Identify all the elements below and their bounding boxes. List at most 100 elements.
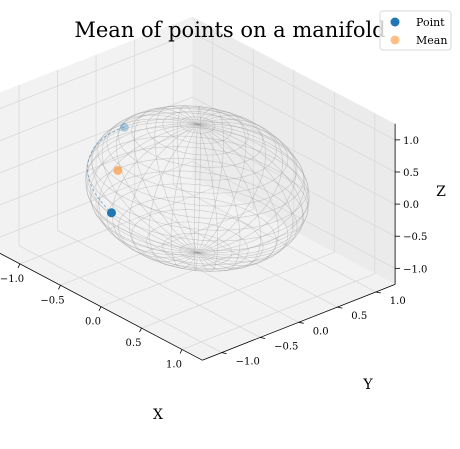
sphere-latitude bbox=[106, 183, 289, 270]
z-tick-label: 1.0 bbox=[403, 136, 419, 147]
y-tick-label: −1.0 bbox=[236, 357, 260, 368]
z-tick-label: 0.5 bbox=[403, 168, 419, 179]
mean-marker bbox=[113, 165, 123, 175]
legend-marker-mean bbox=[390, 35, 400, 45]
y-tick-label: 0.5 bbox=[351, 311, 367, 322]
sphere-latitude bbox=[131, 209, 264, 272]
tick-mark bbox=[221, 352, 227, 355]
sphere-meridian bbox=[197, 124, 309, 256]
grid-floor-y bbox=[95, 214, 299, 323]
grid-floor-x bbox=[141, 251, 335, 329]
sphere-meridian bbox=[197, 108, 225, 253]
sphere-meridian bbox=[197, 124, 310, 254]
legend-label-point: Point bbox=[416, 16, 445, 29]
legend-label-mean: Mean bbox=[416, 34, 447, 47]
sphere-meridian bbox=[197, 123, 306, 253]
grid-floor-x bbox=[181, 273, 375, 350]
sphere-meridian bbox=[197, 124, 279, 266]
sphere-meridian bbox=[197, 115, 266, 253]
y-tick-label: 1.0 bbox=[390, 296, 406, 307]
sphere-latitude bbox=[106, 107, 289, 194]
sphere-meridian bbox=[197, 111, 247, 253]
sphere-meridian bbox=[98, 124, 198, 255]
legend-marker-point bbox=[390, 17, 400, 27]
sphere-meridian bbox=[133, 107, 198, 253]
sphere-meridian bbox=[197, 122, 297, 253]
z-tick-label: −1.0 bbox=[403, 264, 427, 275]
point-marker bbox=[119, 122, 129, 132]
geodesic-line bbox=[87, 126, 125, 214]
sphere-latitude bbox=[146, 221, 249, 270]
sphere-meridian bbox=[91, 118, 198, 253]
tick-mark bbox=[98, 306, 102, 311]
legend: Point Mean bbox=[379, 10, 452, 51]
sphere-latitude bbox=[162, 233, 233, 267]
sphere-meridian bbox=[154, 105, 198, 253]
data-marks bbox=[87, 122, 129, 218]
sphere-latitude bbox=[179, 243, 216, 261]
tick-mark bbox=[375, 291, 381, 294]
sphere-meridian bbox=[86, 121, 198, 253]
sphere-latitude bbox=[117, 105, 277, 181]
tick-mark bbox=[337, 306, 343, 309]
chart-title: Mean of points on a manifold bbox=[74, 18, 385, 42]
sphere-meridian bbox=[194, 124, 198, 272]
sphere-latitude bbox=[90, 118, 305, 219]
tick-mark bbox=[58, 285, 61, 290]
grid-floor-y bbox=[134, 199, 338, 308]
sphere-meridian bbox=[128, 124, 198, 262]
sphere-meridian bbox=[148, 124, 198, 266]
x-axis-label: X bbox=[153, 407, 163, 423]
sphere-latitude bbox=[86, 126, 309, 231]
sphere-meridian bbox=[101, 114, 198, 253]
tick-mark bbox=[298, 321, 304, 324]
grid-side-z bbox=[0, 96, 193, 174]
grid-lines bbox=[0, 24, 396, 353]
tick-mark bbox=[139, 327, 142, 333]
x-tick-label: 1.0 bbox=[166, 360, 182, 371]
sphere-latitude bbox=[97, 170, 298, 265]
point-marker bbox=[107, 208, 116, 218]
y-tick-label: −0.5 bbox=[274, 342, 298, 353]
sphere-meridian bbox=[197, 118, 283, 253]
sphere-latitude bbox=[86, 146, 309, 251]
sphere-latitude bbox=[97, 112, 298, 207]
x-tick-label: 0.5 bbox=[126, 338, 142, 349]
sphere-latitude bbox=[179, 116, 216, 134]
sphere-latitude bbox=[162, 110, 233, 144]
tick-labels: −1.0 −1.0 −1.0 −0.5 −0.5 −0.5 0.0 0.0 0.0 0.5 0.5 0… bbox=[0, 136, 427, 371]
x-tick-label: −0.5 bbox=[40, 295, 64, 306]
y-tick-label: 0.0 bbox=[313, 326, 329, 337]
sphere-meridian bbox=[197, 124, 261, 270]
grid-side-z bbox=[0, 32, 193, 109]
sphere-meridian bbox=[197, 124, 241, 272]
z-tick-label: −0.5 bbox=[403, 232, 427, 243]
grid-back-z bbox=[192, 32, 396, 141]
z-tick-label: 0.0 bbox=[403, 200, 419, 211]
x-tick-label: −1.0 bbox=[0, 274, 24, 285]
sphere-meridian bbox=[176, 105, 198, 253]
z-axis-label: Z bbox=[436, 184, 446, 200]
grid-floor-y bbox=[173, 184, 377, 293]
sphere-meridian bbox=[197, 124, 218, 272]
tick-mark bbox=[260, 337, 266, 339]
grid-side-z bbox=[0, 64, 193, 142]
sphere-meridian bbox=[116, 111, 198, 253]
sphere-meridian bbox=[85, 123, 198, 253]
axis-panes bbox=[0, 16, 396, 361]
y-axis-label: Y bbox=[362, 377, 373, 393]
tick-mark bbox=[179, 349, 183, 354]
sphere-meridian bbox=[197, 124, 304, 259]
sphere-meridian bbox=[89, 124, 198, 254]
tick-mark bbox=[17, 263, 21, 269]
sphere-meridian bbox=[197, 124, 294, 263]
x-tick-label: 0.0 bbox=[85, 317, 101, 328]
sphere-latitude bbox=[146, 107, 249, 156]
sphere-meridian bbox=[197, 105, 201, 253]
sphere-latitude bbox=[117, 196, 277, 272]
sphere-latitude bbox=[131, 105, 264, 168]
sphere-latitude bbox=[85, 135, 310, 242]
sphere-meridian bbox=[170, 124, 198, 269]
grid-back-z bbox=[192, 96, 396, 205]
